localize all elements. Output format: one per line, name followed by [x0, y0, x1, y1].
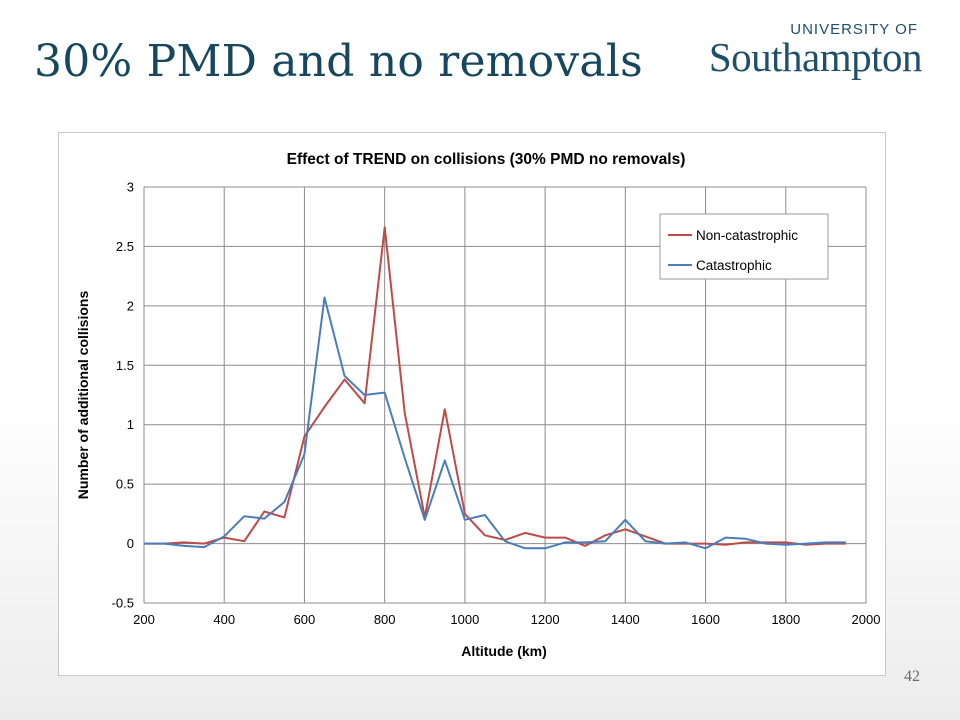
series-line-non-catastrophic	[144, 226, 846, 547]
x-axis-label: Altitude (km)	[461, 643, 547, 659]
legend-label: Catastrophic	[696, 258, 772, 273]
logo-university-of: UNIVERSITY OF	[790, 21, 918, 38]
x-tick-label: 1000	[450, 612, 479, 627]
x-tick-label: 1400	[611, 612, 640, 627]
chart-frame: Effect of TREND on collisions (30% PMD n…	[58, 132, 886, 676]
series-line-catastrophic	[144, 296, 846, 550]
page-number: 42	[904, 668, 920, 685]
legend-label: Non-catastrophic	[696, 228, 798, 243]
line-chart: Effect of TREND on collisions (30% PMD n…	[75, 151, 881, 659]
logo-southampton: Southampton	[708, 34, 923, 80]
x-tick-label: 200	[133, 612, 155, 627]
university-logo: UNIVERSITY OF Southampton	[708, 21, 923, 80]
x-tick-label: 800	[374, 612, 396, 627]
slide-title: 30% PMD and no removals	[34, 36, 643, 87]
y-tick-label: -0.5	[112, 596, 134, 611]
legend-box	[659, 213, 829, 280]
y-tick-label: 0	[127, 536, 134, 551]
x-tick-label: 1800	[771, 612, 800, 627]
y-tick-label: 2.5	[116, 239, 134, 254]
y-tick-label: 1.5	[116, 358, 134, 373]
x-tick-label: 2000	[852, 612, 881, 627]
y-axis-label: Number of additional collisions	[75, 291, 91, 500]
x-tick-label: 600	[294, 612, 316, 627]
x-tick-label: 400	[213, 612, 235, 627]
y-tick-label: 1	[127, 417, 134, 432]
y-tick-label: 2	[127, 298, 134, 313]
y-tick-label: 3	[127, 180, 134, 195]
x-tick-label: 1600	[691, 612, 720, 627]
y-tick-label: 0.5	[116, 477, 134, 492]
legend: Non-catastrophic Catastrophic	[659, 213, 829, 280]
chart-title: Effect of TREND on collisions (30% PMD n…	[287, 151, 686, 168]
x-tick-label: 1200	[531, 612, 560, 627]
